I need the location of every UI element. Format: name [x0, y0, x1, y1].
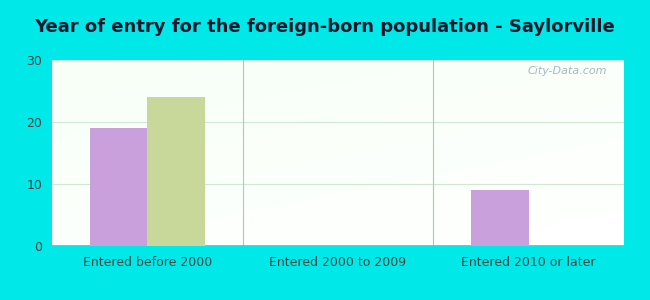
Bar	[90, 128, 148, 246]
Bar	[148, 97, 205, 246]
Text: Year of entry for the foreign-born population - Saylorville: Year of entry for the foreign-born popul…	[34, 18, 616, 36]
Text: City-Data.com: City-Data.com	[527, 66, 607, 76]
Bar	[471, 190, 528, 246]
